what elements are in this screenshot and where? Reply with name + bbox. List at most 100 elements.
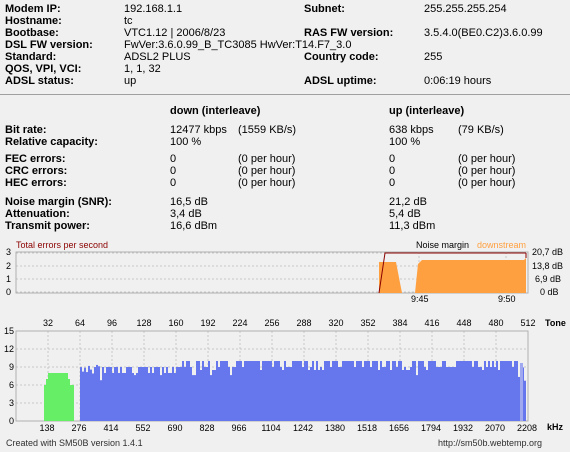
downstream-bin (478, 367, 480, 421)
tone-bottom-tick: 1518 (357, 423, 377, 433)
downstream-bin (474, 361, 476, 421)
upstream-bin (52, 373, 54, 421)
downstream-bin (286, 367, 288, 421)
downstream-bin (248, 361, 250, 421)
noise-margin-area (379, 258, 526, 293)
tone-top-tick: 448 (456, 318, 471, 328)
downstream-bin (366, 361, 368, 421)
downstream-bin (298, 361, 300, 421)
downstream-bin (90, 369, 92, 421)
noise-rtick: 13,8 dB (532, 261, 564, 271)
attenuation-label: Attenuation: (5, 208, 70, 220)
downstream-bin (138, 367, 140, 421)
upstream-bin (62, 373, 64, 421)
downstream-bin (156, 367, 158, 421)
tone-top-tick: 512 (520, 318, 535, 328)
adsl-uptime-label: ADSL uptime: (304, 75, 377, 87)
downstream-bin (222, 361, 224, 421)
ras-fw-label: RAS FW version: (304, 27, 394, 39)
hec-down: 0 (170, 177, 177, 189)
downstream-bin (318, 370, 320, 421)
tone-bottom-tick: 828 (199, 423, 214, 433)
adsl-status-label: ADSL status: (5, 75, 74, 87)
tone-label: Tone (545, 318, 566, 328)
downstream-bin (118, 373, 120, 421)
downstream-bin (312, 361, 314, 421)
crc-down: 0 (170, 165, 177, 177)
capacity-down: 100 % (170, 136, 202, 148)
standard-value: ADSL2 PLUS (124, 51, 191, 63)
downstream-bin (144, 367, 146, 421)
downstream-bin (436, 367, 438, 421)
noise-rtick: 6,9 dB (535, 274, 562, 284)
downstream-bin (188, 361, 190, 421)
downstream-bin (108, 367, 110, 421)
downstream-bin (120, 367, 122, 421)
downstream-bin (470, 361, 472, 421)
tone-bottom-tick: 966 (231, 423, 246, 433)
power-label: Transmit power: (5, 220, 90, 232)
downstream-bin (288, 367, 290, 421)
downstream-bin (488, 361, 490, 421)
downstream-bin (444, 361, 446, 421)
downstream-bin (132, 373, 134, 421)
downstream-bin (260, 370, 262, 421)
downstream-bin (390, 370, 392, 421)
adsl-uptime-value: 0:06:19 hours (424, 75, 492, 87)
hec-up-ph: (0 per hour) (458, 177, 516, 189)
downstream-bin (244, 361, 246, 421)
downstream-bin (168, 373, 170, 421)
upstream-bin (54, 373, 56, 421)
downstream-bin (316, 361, 318, 421)
downstream-bin (206, 367, 208, 421)
ras-fw-value: 3.5.4.0(BE0.C2)3.6.0.99 (424, 27, 543, 39)
downstream-bin (102, 367, 104, 421)
downstream-bin (140, 367, 142, 421)
time-tick: 9:50 (498, 294, 516, 304)
downstream-bin (502, 361, 504, 421)
downstream-bin (338, 367, 340, 421)
tone-bottom-tick: 414 (103, 423, 118, 433)
downstream-bin (328, 361, 330, 421)
downstream-bin (392, 361, 394, 421)
downstream-bin (346, 361, 348, 421)
downstream-bin (80, 367, 82, 421)
downstream-bin (480, 367, 482, 421)
downstream-bin (154, 367, 156, 421)
downstream-bin (464, 361, 466, 421)
snr-up: 21,2 dB (389, 196, 427, 208)
tone-top-tick: 416 (424, 318, 439, 328)
tone-top-tick: 320 (328, 318, 343, 328)
tone-top-tick: 96 (107, 318, 117, 328)
err-ytick: 0 (6, 287, 12, 297)
downstream-bin (94, 367, 96, 421)
downstream-bin (296, 361, 298, 421)
downstream-bin (334, 361, 336, 421)
downstream-bin (482, 370, 484, 421)
downstream-bin (408, 370, 410, 421)
downstream-bin (250, 361, 252, 421)
downstream-bin (116, 367, 118, 421)
tone-bottom-tick: 1932 (453, 423, 473, 433)
tone-top-tick: 224 (232, 318, 247, 328)
downstream-bin (414, 361, 416, 421)
downstream-bin (218, 367, 220, 421)
tone-bottom-tick: 1656 (389, 423, 409, 433)
downstream-bin (402, 370, 404, 421)
downstream-bin (100, 380, 102, 421)
downstream-bin (170, 373, 172, 421)
tone-bottom-tick: 2070 (485, 423, 505, 433)
modem-ip-value: 192.168.1.1 (124, 3, 183, 15)
bitrate-down-kb: (1559 KB/s) (238, 124, 297, 136)
downstream-bin (220, 361, 222, 421)
bootbase-value: VTC1.12 | 2006/8/23 (124, 27, 226, 39)
downstream-bin (254, 361, 256, 421)
downstream-bin (416, 375, 418, 421)
downstream-bin (458, 361, 460, 421)
downstream-bin (434, 361, 436, 421)
downstream-bin (424, 367, 426, 421)
downstream-bin (242, 367, 244, 421)
downstream-bin (234, 367, 236, 421)
tone-top-tick: 256 (264, 318, 279, 328)
fec-down-ph: (0 per hour) (238, 153, 296, 165)
